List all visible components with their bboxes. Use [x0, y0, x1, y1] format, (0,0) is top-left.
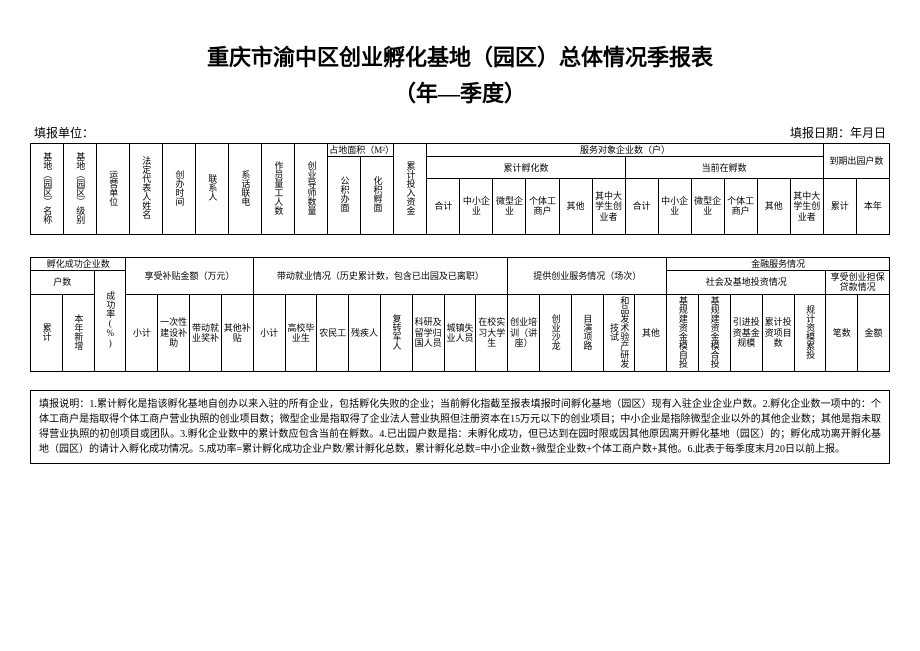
h-cur-hj: 合计 [625, 179, 658, 235]
h-mentor: 创业导师数量 [306, 152, 316, 224]
h2-lj: 累计 [41, 296, 51, 368]
h2-e3: 残疾人 [349, 294, 381, 371]
date-label: 填报日期：年月日 [790, 124, 886, 141]
page-title: 重庆市渝中区创业孵化基地（园区）总体情况季报表 [30, 40, 890, 72]
h-exit: 到期出园户数 [823, 144, 889, 179]
notes: 填报说明：1.累计孵化是指该孵化基地自创办以来入驻的所有企业，包括孵化失败的企业… [30, 390, 890, 464]
h2-v1: 创业培训（讲座） [508, 294, 540, 371]
h2-svc: 提供创业服务情况（场次） [508, 257, 667, 294]
h-staff: 作员量工人数 [273, 152, 283, 224]
h-area1: 公积办面 [339, 158, 349, 230]
h2-f2: 基规建资金模合投 [709, 296, 719, 368]
h-area: 占地面积（M²） [328, 144, 394, 157]
h2-f7: 金额 [858, 294, 890, 371]
page-subtitle: （年—季度） [30, 76, 890, 108]
h-cum-gt: 个体工商户 [526, 179, 559, 235]
meta-row: 填报单位： 填报日期：年月日 [30, 124, 890, 141]
h-contact: 联系人 [207, 152, 217, 224]
h2-e4: 复转军人 [391, 296, 401, 368]
h-cur-gt: 个体工商户 [724, 179, 757, 235]
h2-s1: 一次性建设补助 [158, 294, 190, 371]
h-area2: 化积孵面 [372, 158, 382, 230]
h-cum-hj: 合计 [427, 179, 460, 235]
h-cum-qt: 其他 [559, 179, 592, 235]
h-founded: 创办时间 [174, 152, 184, 224]
h-exit-bn: 本年 [856, 179, 889, 235]
h2-bnxz: 本年新增 [73, 296, 83, 368]
h-cum-zx: 中小企业 [460, 179, 493, 235]
table-1: 基地（园区）名称 基地（园区）级别 运营单位 法定代表人姓名 创办时间 联系人 … [30, 143, 890, 235]
h-phone: 系话联电 [240, 152, 250, 224]
h-legal: 法定代表人姓名 [141, 152, 151, 224]
h2-subsidy: 享受补贴金额（万元） [126, 257, 253, 294]
h2-f1: 基规建资金模自投 [677, 296, 687, 368]
h2-cgl: 成功率(%) [105, 284, 115, 356]
h2-fin: 金融服务情况 [667, 257, 890, 270]
h2-s2: 带动就业奖补 [190, 294, 222, 371]
h-cur-dx: 其中大学生创业者 [790, 179, 823, 235]
h-svc: 服务对象企业数（户） [427, 144, 823, 157]
h2-f5: 规计资模累投 [805, 296, 815, 368]
h-cur-qt: 其他 [757, 179, 790, 235]
h-base-name: 基地（园区）名称 [42, 152, 52, 224]
h-exit-lj: 累计 [823, 179, 856, 235]
h-cum: 累计孵化数 [427, 157, 625, 179]
h-base-level: 基地（园区）级别 [75, 152, 85, 224]
h2-employ: 带动就业情况（历史累计数，包含已出园及已离职） [253, 257, 508, 294]
h2-e7: 在校实习大学生 [476, 294, 508, 371]
h-cur: 当前在孵数 [625, 157, 823, 179]
h2-hushu: 户数 [31, 271, 95, 295]
h2-e2: 农民工 [317, 294, 349, 371]
h2-xj2: 小计 [253, 294, 285, 371]
unit-label: 填报单位： [34, 124, 94, 141]
h2-f6: 笔数 [826, 294, 858, 371]
table-2: 孵化成功企业数 享受补贴金额（万元） 带动就业情况（历史累计数，包含已出园及已离… [30, 257, 890, 372]
h2-f3: 引进投资基金规模 [730, 294, 762, 371]
h2-v2: 创业沙龙 [550, 296, 560, 368]
h2-f4: 累计投资项目数 [762, 294, 794, 371]
h-cum-dx: 其中大学生创业者 [592, 179, 625, 235]
h2-e6: 城镇失业人员 [444, 294, 476, 371]
h2-v3: 目演项路 [582, 296, 592, 368]
h2-e1: 高校毕业生 [285, 294, 317, 371]
h-cur-wx: 微型企业 [691, 179, 724, 235]
h-cum-wx: 微型企业 [493, 179, 526, 235]
h-cur-zx: 中小企业 [658, 179, 691, 235]
h2-succ: 孵化成功企业数 [31, 257, 126, 270]
h2-xj1: 小计 [126, 294, 158, 371]
h-operator: 运营单位 [108, 152, 118, 224]
h2-fin1: 社会及基地投资情况 [667, 271, 826, 295]
h2-e5: 科研及留学归国人员 [412, 294, 444, 371]
h2-v5: 其他 [635, 294, 667, 371]
h2-fin2: 享受创业担保贷款情况 [826, 271, 890, 295]
h2-v4: 和品发术验产研发技试 [609, 296, 630, 368]
h-invest: 累计投入资金 [405, 152, 415, 224]
h2-s3: 其他补贴 [221, 294, 253, 371]
